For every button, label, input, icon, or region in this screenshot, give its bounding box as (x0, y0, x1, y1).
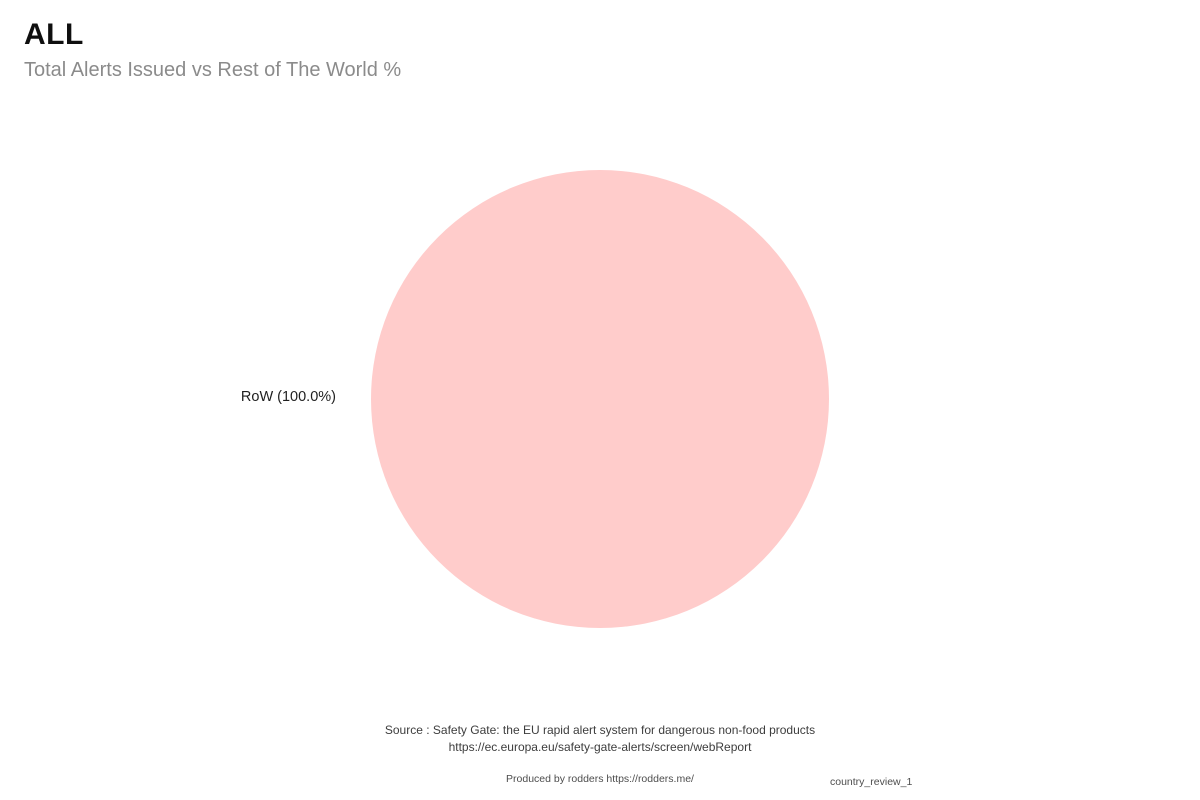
chart-subtitle: Total Alerts Issued vs Rest of The World… (24, 59, 402, 81)
page-title: ALL (24, 18, 84, 51)
source-line-1: Source : Safety Gate: the EU rapid alert… (384, 723, 816, 737)
pie-slice-row (371, 170, 829, 628)
watermark-label: country_review_1 (830, 776, 913, 788)
source-note: Source : Safety Gate: the EU rapid alert… (0, 722, 1200, 756)
pie-slice-label: RoW (100.0%) (240, 389, 336, 405)
source-line-2: https://ec.europa.eu/safety-gate-alerts/… (448, 740, 752, 754)
credit-note: Produced by rodders https://rodders.me/ (506, 773, 694, 785)
